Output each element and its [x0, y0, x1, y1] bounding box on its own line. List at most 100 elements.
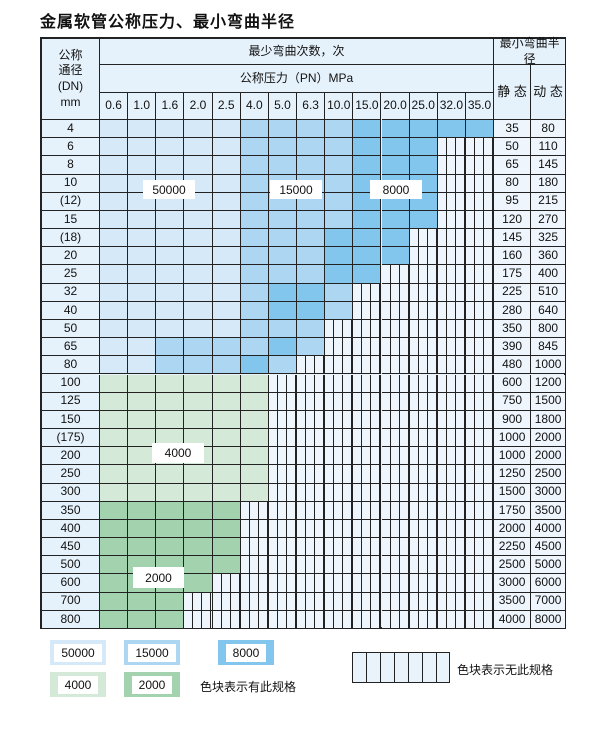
dn-cell: 400 — [42, 519, 100, 539]
cycles-cell-available — [268, 120, 298, 139]
static-radius-cell: 900 — [494, 410, 532, 430]
cycles-cell-available — [212, 356, 241, 375]
cycles-cell-available — [156, 501, 185, 520]
cycles-cell-available — [100, 610, 129, 629]
dynamic-radius-cell: 325 — [531, 229, 567, 248]
cycles-cell-available — [100, 283, 129, 302]
cycles-cell-available — [268, 247, 298, 266]
cycles-cell-unavailable — [465, 501, 495, 520]
static-radius-cell: 350 — [494, 319, 532, 339]
cycles-cell-unavailable — [409, 429, 438, 448]
cycles-cell-available — [184, 301, 213, 320]
dynamic-radius-cell: 7000 — [531, 592, 567, 611]
cycles-cell-unavailable — [353, 283, 382, 302]
cycles-cell-available — [325, 120, 354, 139]
cycles-cell-available — [184, 483, 213, 502]
cycles-cell-available — [268, 356, 298, 375]
dynamic-radius-cell: 145 — [531, 156, 567, 175]
cycles-cell-available — [325, 247, 354, 266]
cycles-cell-unavailable — [325, 610, 354, 629]
cycles-cell-available — [409, 156, 438, 175]
cycles-cell-available — [325, 156, 354, 175]
cycles-header: 最少弯曲次数，次 — [100, 39, 495, 65]
cycles-cell-unavailable — [437, 192, 466, 211]
cycles-cell-unavailable — [297, 374, 326, 393]
cycles-cell-unavailable — [465, 229, 495, 248]
cycles-cell-available — [268, 138, 298, 157]
dn-cell: 32 — [42, 283, 100, 302]
pressure-col-header: 6.3 — [297, 93, 326, 120]
pressure-col-header: 2.5 — [212, 93, 241, 120]
cycles-cell-available — [128, 338, 157, 357]
dn-cell: 15 — [42, 210, 100, 230]
dynamic-radius-cell: 1500 — [531, 392, 567, 411]
cycles-cell-available — [156, 483, 185, 502]
cycles-cell-unavailable — [381, 538, 410, 557]
cycles-cell-available — [297, 120, 326, 139]
cycles-cell-unavailable — [353, 519, 382, 539]
cycles-cell-available — [128, 120, 157, 139]
dn-cell: (18) — [42, 229, 100, 248]
cycles-cell-available — [100, 574, 129, 593]
cycles-cell-available — [184, 156, 213, 175]
spec-table: 公称 通径 (DN) mm 最少弯曲次数，次 公称压力（PN）MPa 0.6 1.0 1.… — [40, 36, 567, 629]
cycles-cell-unavailable — [381, 338, 410, 357]
cycles-cell-available — [128, 319, 157, 339]
cycles-cell-unavailable — [268, 429, 298, 448]
cycles-cell-unavailable — [184, 610, 213, 629]
cycles-cell-unavailable — [353, 392, 382, 411]
cycles-cell-unavailable — [268, 556, 298, 575]
dn-cell: 500 — [42, 556, 100, 575]
cycles-cell-unavailable — [465, 556, 495, 575]
cycles-cell-available — [100, 247, 129, 266]
cycles-cell-available — [212, 465, 241, 484]
cycles-cell-available — [184, 338, 213, 357]
cycles-cell-available — [156, 283, 185, 302]
cycles-cell-unavailable — [325, 483, 354, 502]
cycles-cell-unavailable — [325, 392, 354, 411]
legend-available-text: 色块表示有此规格 — [200, 680, 297, 694]
cycles-cell-available — [184, 374, 213, 393]
pressure-col-header: 2.0 — [184, 93, 213, 120]
cycles-cell-available — [156, 610, 185, 629]
cycles-cell-unavailable — [437, 229, 466, 248]
cycles-cell-available — [156, 138, 185, 157]
pressure-col-header: 1.0 — [128, 93, 157, 120]
cycles-cell-available — [156, 301, 185, 320]
cycles-cell-available — [156, 465, 185, 484]
cycles-cell-available — [353, 156, 382, 175]
dn-cell: 50 — [42, 319, 100, 339]
cycles-cell-available — [212, 265, 241, 284]
static-radius-cell: 280 — [494, 301, 532, 320]
cycles-cell-available — [128, 392, 157, 411]
cycles-cell-available — [100, 138, 129, 157]
cycles-cell-available — [100, 229, 129, 248]
cycles-cell-available — [212, 392, 241, 411]
cycles-cell-unavailable — [409, 265, 438, 284]
cycles-cell-available — [184, 210, 213, 230]
page-title: 金属软管公称压力、最小弯曲半径 — [40, 12, 296, 31]
cycles-cell-unavailable — [381, 283, 410, 302]
cycles-cell-unavailable — [437, 374, 466, 393]
cycles-cell-unavailable — [465, 410, 495, 430]
dynamic-radius-cell: 180 — [531, 174, 567, 193]
cycles-cell-unavailable — [353, 592, 382, 611]
cycles-cell-unavailable — [437, 483, 466, 502]
dynamic-radius-cell: 3500 — [531, 501, 567, 520]
legend-swatch-8000: 8000 — [218, 640, 274, 665]
cycles-cell-available — [381, 156, 410, 175]
cycles-cell-unavailable — [353, 374, 382, 393]
cycles-cell-unavailable — [325, 319, 354, 339]
cycles-cell-unavailable — [465, 483, 495, 502]
cycles-cell-available — [268, 210, 298, 230]
cycles-cell-unavailable — [437, 410, 466, 430]
cycles-cell-available — [297, 210, 326, 230]
cycles-cell-unavailable — [353, 556, 382, 575]
cycles-cell-unavailable — [353, 538, 382, 557]
cycles-cell-available — [325, 138, 354, 157]
cycles-cell-unavailable — [409, 592, 438, 611]
dynamic-radius-cell: 640 — [531, 301, 567, 320]
cycles-cell-available — [100, 501, 129, 520]
dn-cell: 65 — [42, 338, 100, 357]
cycles-cell-unavailable — [381, 610, 410, 629]
